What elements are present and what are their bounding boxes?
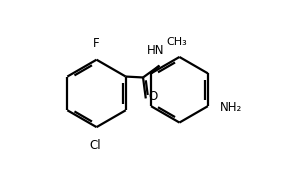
Text: Cl: Cl <box>90 139 102 152</box>
Text: O: O <box>148 90 157 103</box>
Text: F: F <box>93 37 100 50</box>
Text: HN: HN <box>147 44 164 57</box>
Text: NH₂: NH₂ <box>220 102 242 115</box>
Text: CH₃: CH₃ <box>166 37 187 47</box>
